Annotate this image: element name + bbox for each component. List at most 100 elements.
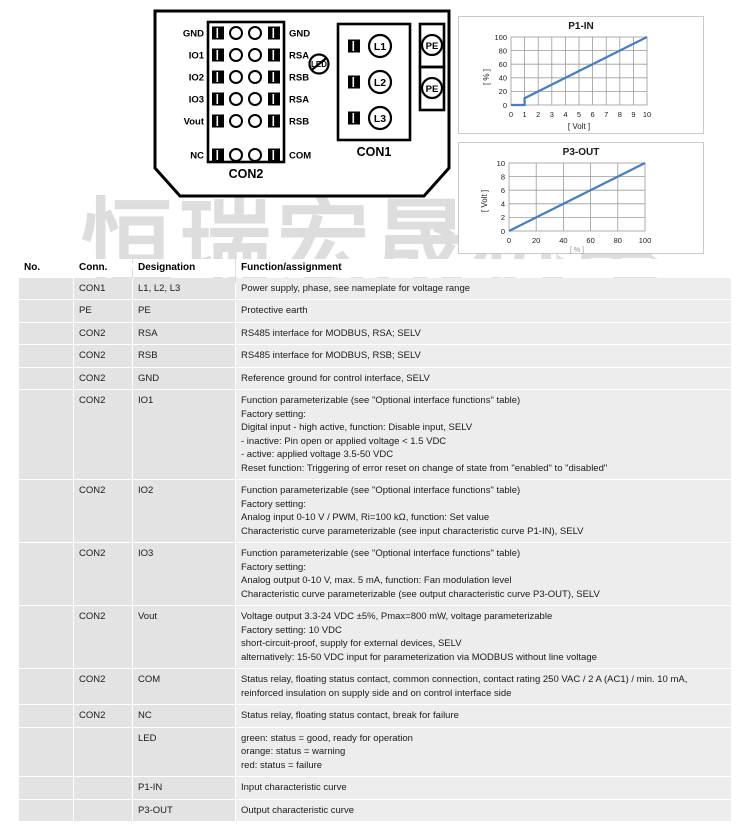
svg-text:0: 0 <box>501 227 505 236</box>
svg-text:0: 0 <box>509 110 513 119</box>
function-line: RS485 interface for MODBUS, RSA; SELV <box>241 327 421 339</box>
function-line: Characteristic curve parameterizable (se… <box>241 588 600 600</box>
cell-designation: IO2 <box>133 480 235 543</box>
function-line: Factory setting: <box>241 408 306 420</box>
cell-conn <box>74 727 132 777</box>
con2-right-label-rsa: RSA <box>289 51 309 62</box>
svg-text:60: 60 <box>499 60 507 69</box>
function-line: Analog output 0-10 V, max. 5 mA, functio… <box>241 575 512 587</box>
table-row: CON2 IO2 Function parameterizable (see "Op… <box>19 480 731 543</box>
cell-designation: COM <box>133 669 235 705</box>
table-row: CON2 Vout Voltage output 3.3-24 VDC ±5%, P… <box>19 606 731 669</box>
function-line: Factory setting: <box>241 498 306 510</box>
cell-designation: LED <box>133 727 235 777</box>
svg-text:80: 80 <box>614 236 622 245</box>
cell-function: Output characteristic curve <box>236 799 731 822</box>
pin-assignment-table: No. Conn. Designation Function/assignmen… <box>18 258 732 822</box>
cell-function: Input characteristic curve <box>236 777 731 799</box>
cell-designation: P1-IN <box>133 777 235 799</box>
column-header-conn: Conn. <box>74 259 132 277</box>
cell-conn: CON2 <box>74 345 132 367</box>
svg-text:20: 20 <box>499 87 507 96</box>
function-text: Status relay, floating status contact, c… <box>241 674 688 699</box>
function-line: Digital input - high active, function: D… <box>241 422 473 434</box>
cell-function: Protective earth <box>236 300 731 322</box>
cell-no <box>19 543 73 606</box>
cell-no <box>19 390 73 480</box>
con1-phase-l2: L2 <box>374 77 386 89</box>
cell-conn: CON1 <box>74 278 132 300</box>
function-line: Status relay, floating status contact, b… <box>241 710 459 722</box>
function-line: RS485 interface for MODBUS, RSB; SELV <box>241 350 421 362</box>
figure-area: GND IO1 IO2 IO3 Vout NC GND RSA RSB RSA … <box>0 0 750 256</box>
function-line: Power supply, phase, see nameplate for v… <box>241 283 471 294</box>
svg-text:7: 7 <box>604 110 608 119</box>
svg-text:2: 2 <box>536 110 540 119</box>
function-line: - inactive: Pin open or applied voltage … <box>241 435 447 447</box>
pe-terminal-1: PE <box>426 41 439 52</box>
cell-designation: RSB <box>133 345 235 367</box>
cell-conn: CON2 <box>74 480 132 543</box>
cell-designation: Vout <box>133 606 235 669</box>
cell-conn <box>74 799 132 822</box>
svg-text:20: 20 <box>532 236 540 245</box>
cell-no <box>19 345 73 367</box>
con2-right-label-gnd: GND <box>289 29 310 40</box>
function-line: Function parameterizable (see "Optional … <box>241 485 521 497</box>
svg-text:0: 0 <box>507 236 511 245</box>
function-line: Factory setting: 10 VDC <box>241 624 342 636</box>
function-line: Reset function: Triggering of error rese… <box>241 462 608 474</box>
con1-phase-l1: L1 <box>374 41 386 53</box>
table-row: LED green: status = good, ready for opera… <box>19 727 731 777</box>
column-header-no: No. <box>19 259 73 277</box>
con2-caption: CON2 <box>229 167 264 181</box>
chart-p3-out: P3-OUT 10 8 6 4 2 0 <box>458 142 704 254</box>
con2-left-label-vout: Vout <box>184 117 205 128</box>
function-line: Protective earth <box>241 305 308 317</box>
con1-caption: CON1 <box>357 145 392 159</box>
svg-text:8: 8 <box>618 110 622 119</box>
table-row: P1-IN Input characteristic curve <box>19 777 731 799</box>
function-line: orange: status = warning <box>241 746 346 758</box>
chart-p1-in-ylabel: [ % ] <box>482 69 491 85</box>
function-line: - active: applied voltage 3.5-50 VDC <box>241 449 394 461</box>
led-label: LED <box>311 60 327 69</box>
cell-designation: P3-OUT <box>133 799 235 822</box>
cell-no <box>19 727 73 777</box>
con2-left-label-io1: IO1 <box>189 51 205 62</box>
cell-function: Voltage output 3.3-24 VDC ±5%, Pmax=800 … <box>236 606 731 669</box>
con2-left-label-io3: IO3 <box>189 95 204 106</box>
con1-phase-l3: L3 <box>374 113 386 125</box>
table-row: CON2 IO1 Function parameterizable (see "Op… <box>19 390 731 480</box>
function-line: alternatively: 15-50 VDC input for param… <box>241 651 597 663</box>
cell-conn: CON2 <box>74 543 132 606</box>
function-line: Output characteristic curve <box>241 804 354 816</box>
cell-no <box>19 799 73 822</box>
svg-text:10: 10 <box>497 159 505 168</box>
function-line: Voltage output 3.3-24 VDC ±5%, Pmax=800 … <box>241 611 553 623</box>
cell-function: Function parameterizable (see "Optional … <box>236 543 731 606</box>
con2-left-label-io2: IO2 <box>189 73 204 84</box>
svg-text:40: 40 <box>559 236 567 245</box>
svg-text:40: 40 <box>499 74 507 83</box>
column-header-function: Function/assignment <box>236 259 731 277</box>
table-row: CON2 RSB RS485 interface for MODBUS, RSB; … <box>19 345 731 367</box>
cell-no <box>19 278 73 300</box>
table-row: CON2 GND Reference ground for control inte… <box>19 367 731 390</box>
cell-no <box>19 705 73 727</box>
column-header-designation: Designation <box>133 259 235 277</box>
cell-designation: GND <box>133 367 235 390</box>
function-line: Characteristic curve parameterizable (se… <box>241 525 584 537</box>
svg-text:100: 100 <box>494 33 507 42</box>
cell-designation: IO1 <box>133 390 235 480</box>
cell-conn: CON2 <box>74 669 132 705</box>
chart-p3-out-xlabel: [ % ] <box>570 247 584 254</box>
svg-text:8: 8 <box>501 172 505 181</box>
chart-p3-out-plot: 10 8 6 4 2 0 0 20 40 60 80 100 [ % ] [ V… <box>480 159 651 254</box>
cell-no <box>19 669 73 705</box>
con2-left-label-gnd: GND <box>183 29 204 40</box>
svg-text:60: 60 <box>586 236 594 245</box>
cell-function: Function parameterizable (see "Optional … <box>236 480 731 543</box>
cell-designation: L1, L2, L3 <box>133 278 235 300</box>
cell-function: Status relay, floating status contact, c… <box>236 669 731 705</box>
